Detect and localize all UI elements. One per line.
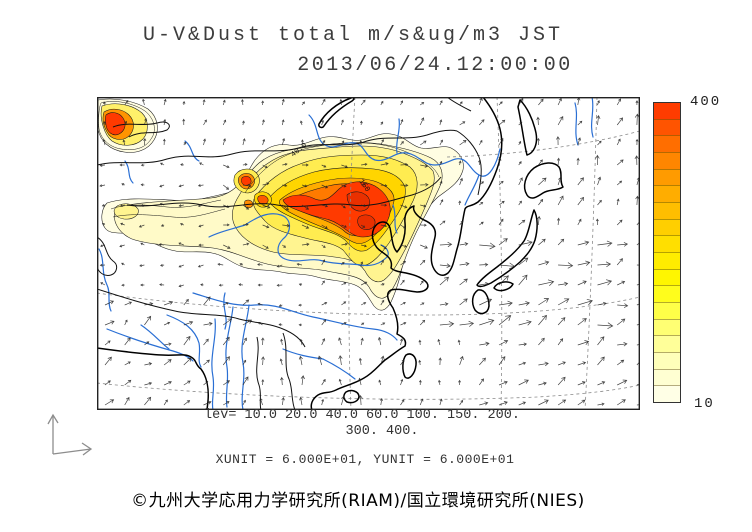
border-line xyxy=(446,97,472,112)
dust-contour-fill xyxy=(113,203,139,220)
colorbar-segment xyxy=(654,168,680,186)
colorbar-segment xyxy=(654,352,680,369)
colorbar-segment xyxy=(654,285,680,303)
river-line xyxy=(574,102,579,146)
dust-contour-fill xyxy=(241,175,252,186)
colorbar-segment xyxy=(654,235,680,253)
graticule-line xyxy=(97,382,640,400)
graticule-line xyxy=(584,97,598,410)
river-line xyxy=(392,204,398,234)
plot-timestamp: 2013/06/24.12:00:00 xyxy=(297,54,573,77)
dust-contour-fill xyxy=(244,199,254,209)
colorbar-segment xyxy=(654,268,680,286)
wind-vector-field xyxy=(99,97,640,406)
border-line xyxy=(456,130,482,196)
border-line xyxy=(97,236,118,276)
border-line xyxy=(282,332,296,410)
border-line xyxy=(112,121,170,138)
colorbar-segment xyxy=(654,302,680,319)
river-line xyxy=(184,140,200,162)
colorbar-segment xyxy=(654,152,680,169)
river-line xyxy=(308,114,501,177)
dust-contour-line xyxy=(110,199,222,210)
colorbar-segment xyxy=(654,368,680,386)
contour-levels-line2: 300. 400. xyxy=(345,424,419,439)
dust-contour-line xyxy=(98,101,155,150)
coastline xyxy=(97,347,209,410)
coastline xyxy=(310,97,503,410)
river-line xyxy=(322,358,356,380)
colorbar-segment xyxy=(654,185,680,203)
river-line xyxy=(395,118,401,154)
border-line xyxy=(97,288,306,348)
coastline xyxy=(517,99,538,156)
dust-contour-fill xyxy=(357,214,376,230)
river-line xyxy=(208,224,246,238)
colorbar-segment xyxy=(654,218,680,236)
coastline xyxy=(343,389,360,404)
dust-contour-line xyxy=(112,208,226,218)
vector-units-label: XUNIT = 6.000E+01, YUNIT = 6.000E+01 xyxy=(215,452,515,467)
colorbar xyxy=(653,102,681,403)
colorbar-segment xyxy=(654,135,680,153)
coastline xyxy=(493,281,514,292)
copyright-notice: ©九州大学応用力学研究所(RIAM)/国立環境研究所(NIES) xyxy=(131,491,585,511)
river-line xyxy=(282,348,324,360)
axes-orientation-icon xyxy=(47,413,93,456)
graticule-line xyxy=(97,292,640,316)
border-line xyxy=(256,336,262,410)
river-line xyxy=(106,328,194,362)
colorbar-segment xyxy=(654,318,680,336)
colorbar-segment xyxy=(654,252,680,269)
colorbar-segment xyxy=(654,103,680,119)
river-line xyxy=(464,174,480,206)
border-line xyxy=(97,129,458,166)
graticule-line xyxy=(446,130,640,158)
river-line xyxy=(192,292,398,341)
coastline xyxy=(318,97,355,129)
graticule-line xyxy=(348,97,356,410)
river-line xyxy=(590,97,594,138)
coastline xyxy=(523,162,564,199)
river-line xyxy=(225,306,234,408)
contour-levels-line1: lev= 10.0 20.0 40.0 60.0 100. 150. 200. xyxy=(204,408,520,423)
dust-contour-fill xyxy=(257,194,269,205)
colorbar-segment xyxy=(654,118,680,136)
plot-title: U-V&Dust total m/s&ug/m3 JST xyxy=(142,24,564,47)
graticule-line xyxy=(496,97,503,410)
coastline xyxy=(471,289,490,315)
colorbar-max-label: 400 xyxy=(690,94,722,110)
colorbar-segment xyxy=(654,202,680,219)
river-line xyxy=(211,318,216,410)
river-line xyxy=(124,160,134,184)
colorbar-min-label: 10 xyxy=(694,396,715,412)
river-line xyxy=(223,292,227,330)
colorbar-segment xyxy=(654,335,680,353)
river-line xyxy=(140,324,170,350)
river-line xyxy=(98,248,112,312)
dust-contour-fill xyxy=(104,112,126,136)
border-line xyxy=(126,176,442,208)
coastline xyxy=(476,209,538,288)
river-line xyxy=(244,213,389,267)
colorbar-segment xyxy=(654,385,680,403)
coastline xyxy=(402,353,417,379)
river-line xyxy=(166,314,202,368)
map-frame xyxy=(97,97,640,410)
river-line xyxy=(241,304,250,410)
